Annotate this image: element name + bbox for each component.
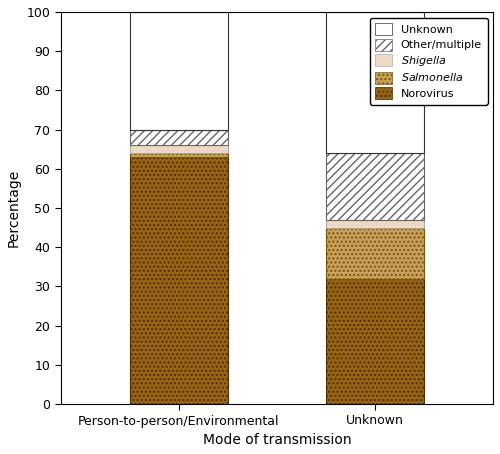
- Bar: [326, 220, 424, 227]
- Legend: Unknown, Other/multiple, $\it{Shigella}$, $\it{Salmonella}$, Norovirus: Unknown, Other/multiple, $\it{Shigella}$…: [370, 18, 488, 104]
- Bar: [326, 227, 424, 279]
- Bar: [326, 153, 424, 220]
- Bar: [130, 157, 228, 404]
- Bar: [130, 129, 228, 145]
- Bar: [326, 279, 424, 404]
- Bar: [130, 145, 228, 153]
- X-axis label: Mode of transmission: Mode of transmission: [202, 433, 351, 447]
- Bar: [326, 12, 424, 153]
- Bar: [130, 153, 228, 157]
- Y-axis label: Percentage: Percentage: [7, 169, 21, 247]
- Bar: [130, 12, 228, 129]
